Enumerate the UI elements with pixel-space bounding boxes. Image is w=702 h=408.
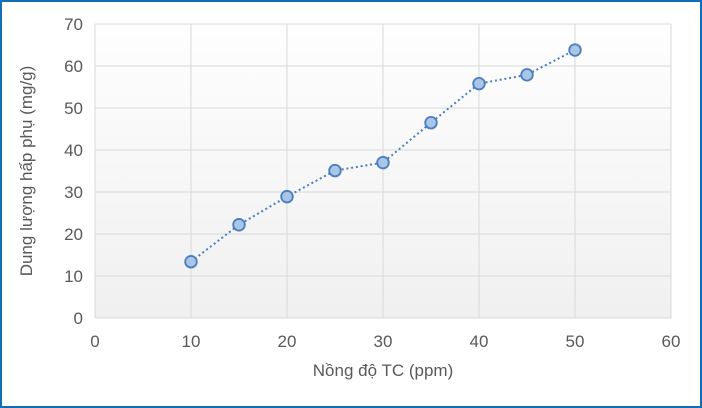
y-axis-title: Dung lượng hấp phụ (mg/g) — [17, 66, 36, 277]
y-tick-label: 30 — [64, 183, 83, 202]
data-point-marker — [184, 255, 198, 269]
data-point-marker — [472, 76, 486, 91]
data-point-marker — [328, 163, 342, 178]
x-tick-label: 20 — [278, 332, 297, 351]
y-tick-label: 20 — [64, 225, 83, 244]
y-tick-label: 60 — [64, 57, 83, 76]
data-point-marker — [424, 115, 438, 130]
data-series — [184, 43, 582, 269]
data-point-marker — [376, 155, 390, 170]
data-point-marker — [280, 189, 294, 204]
y-tick-label: 50 — [64, 99, 83, 118]
series-dotted-line — [190, 49, 576, 263]
y-tick-label: 10 — [64, 267, 83, 286]
x-tick-label: 40 — [470, 332, 489, 351]
x-tick-label: 60 — [662, 332, 681, 351]
data-point-marker — [232, 218, 246, 232]
x-tick-label: 30 — [374, 332, 393, 351]
data-point-marker — [520, 68, 534, 82]
data-point-marker — [568, 43, 582, 57]
y-tick-label: 70 — [64, 15, 83, 34]
x-axis-title: Nồng độ TC (ppm) — [313, 361, 453, 380]
x-tick-label: 0 — [90, 332, 99, 351]
axis-tick-labels: 0 10 20 30 40 50 60 70 0 10 20 30 40 50 60 — [64, 15, 680, 351]
y-tick-label: 0 — [74, 309, 83, 328]
y-tick-label: 40 — [64, 141, 83, 160]
gridlines — [94, 23, 672, 319]
x-tick-label: 50 — [566, 332, 585, 351]
x-tick-label: 10 — [182, 332, 201, 351]
